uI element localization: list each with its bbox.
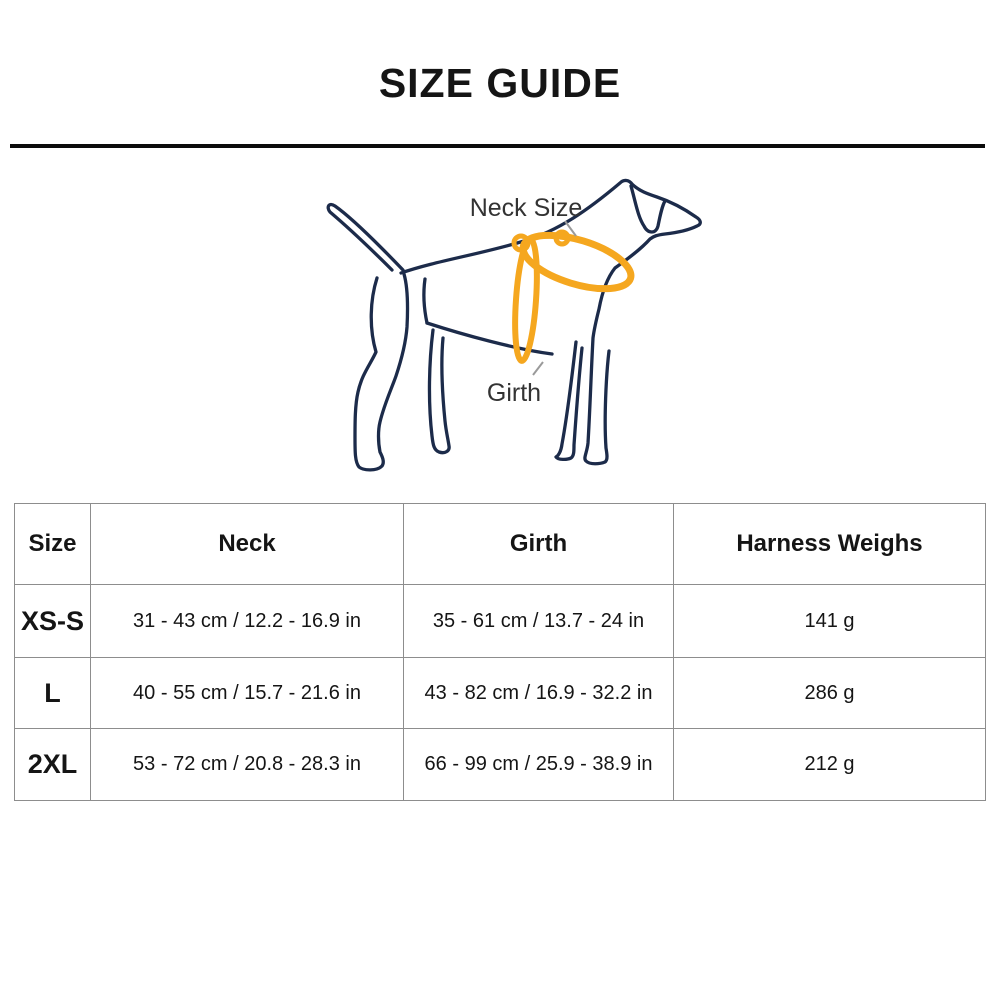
girth-label: Girth — [487, 379, 541, 407]
size-guide-table: Size Neck Girth Harness Weighs XS-S 31 -… — [14, 503, 986, 801]
neck-size-label: Neck Size — [470, 194, 583, 222]
girth-pointer-line — [532, 361, 544, 376]
neck-size-pointer-line — [564, 220, 577, 237]
dog-far-rear-leg-line — [427, 328, 451, 455]
girth-cell: 66 - 99 cm / 25.9 - 38.9 in — [403, 728, 674, 801]
harness-slider-loop — [553, 229, 571, 247]
table-header-row: Size Neck Girth Harness Weighs — [14, 503, 986, 585]
table-row: L 40 - 55 cm / 15.7 - 21.6 in 43 - 82 cm… — [14, 657, 986, 729]
dog-tail-line — [326, 202, 405, 272]
weight-cell: 212 g — [673, 728, 986, 801]
neck-cell: 31 - 43 cm / 12.2 - 16.9 in — [90, 584, 404, 658]
table-row: 2XL 53 - 72 cm / 20.8 - 28.3 in 66 - 99 … — [14, 728, 986, 801]
dog-body-line — [399, 178, 702, 466]
size-cell: 2XL — [14, 728, 91, 801]
table-row: XS-S 31 - 43 cm / 12.2 - 16.9 in 35 - 61… — [14, 584, 986, 658]
weight-cell: 141 g — [673, 584, 986, 658]
girth-loop — [512, 236, 540, 364]
weight-cell: 286 g — [673, 657, 986, 729]
page-title: SIZE GUIDE — [378, 60, 622, 106]
dog-measurement-diagram: Neck Size Girth — [326, 178, 702, 472]
dog-belly-line — [425, 321, 554, 356]
dog-flank-line — [422, 277, 429, 325]
size-cell: L — [14, 657, 91, 729]
title-divider-rule — [10, 144, 985, 148]
girth-cell: 35 - 61 cm / 13.7 - 24 in — [403, 584, 674, 658]
dog-ear-line — [629, 184, 667, 234]
dog-rear-leg-line — [353, 272, 410, 472]
col-header-harness-weighs: Harness Weighs — [673, 503, 986, 585]
size-cell: XS-S — [14, 584, 91, 658]
girth-cell: 43 - 82 cm / 16.9 - 32.2 in — [403, 657, 674, 729]
neck-cell: 40 - 55 cm / 15.7 - 21.6 in — [90, 657, 404, 729]
harness-ring — [511, 233, 531, 253]
dog-far-front-leg-line — [554, 340, 584, 462]
dog-outline-illustration — [326, 178, 702, 472]
neck-cell: 53 - 72 cm / 20.8 - 28.3 in — [90, 728, 404, 801]
harness-overlay — [511, 229, 635, 364]
col-header-girth: Girth — [403, 503, 674, 585]
col-header-size: Size — [14, 503, 91, 585]
col-header-neck: Neck — [90, 503, 404, 585]
